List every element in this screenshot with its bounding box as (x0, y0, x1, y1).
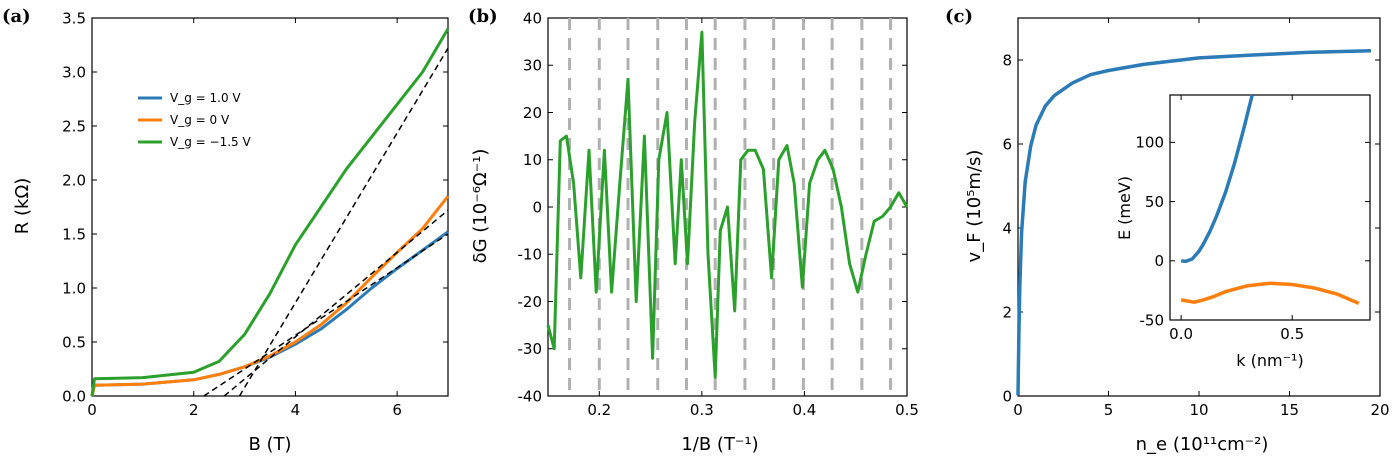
inset-curves (1180, 95, 1360, 306)
panel-c-inset: 0.0 0.5 -50 0 50 100 (1135, 94, 1371, 343)
panel-a-fit-line (203, 233, 449, 397)
panel-a: (a) 0 2 4 6 0.0 0.5 1.0 1.5 2.0 2.5 3.0 3.5 B (T) R… (2, 6, 450, 455)
inset-ytick-label: 50 (1145, 193, 1164, 211)
panel-c-ytick-label: 4 (1002, 219, 1012, 237)
panel-b-ytick-label: 30 (523, 57, 542, 75)
panel-a-ytick-label: 0.5 (62, 333, 86, 351)
panel-a-ytick-label: 1.5 (62, 225, 86, 243)
panel-a-series-orange (90, 195, 450, 397)
panel-a-frame (91, 17, 449, 397)
inset-ylabel: E (meV) (1115, 176, 1134, 240)
panel-a-xtick-label: 6 (392, 401, 402, 419)
panel-a-plot: 0 2 4 6 0.0 0.5 1.0 1.5 2.0 2.5 3.0 3.5 (62, 9, 450, 419)
panel-a-xtick-label: 2 (189, 401, 199, 419)
inset-ytick-label: 100 (1135, 134, 1164, 152)
panel-b-ytick-label: 0 (532, 198, 542, 216)
panel-c-ytick-label: 6 (1002, 135, 1012, 153)
panel-c: (c) 0 5 10 15 20 0 2 4 6 8 n_e (10¹¹cm⁻²) v_F (10… (945, 6, 1390, 455)
inset-ytick-label: -50 (1140, 311, 1165, 329)
panel-a-ytick-label: 1.0 (62, 279, 86, 297)
panel-b-ytick-label: -40 (518, 387, 543, 405)
panel-c-xtick-label: 15 (1280, 401, 1299, 419)
panel-c-series-blue (1016, 49, 1372, 396)
panel-a-series-green (90, 28, 450, 397)
panel-c-ytick-label: 2 (1002, 303, 1012, 321)
inset-frame (1169, 94, 1371, 321)
panel-b-xlabel: 1/B (T⁻¹) (681, 434, 758, 455)
panel-b: (b) 0.2 0.3 0.4 0.5 -40 -30 -20 -10 0 10 20 30 40 1/… (468, 6, 919, 455)
panel-a-xtick-label: 0 (87, 401, 97, 419)
panel-b-ytick-label: -30 (518, 340, 543, 358)
panel-a-ytick-label: 2.0 (62, 171, 86, 189)
panel-a-ytick-label: 3.0 (62, 63, 86, 81)
panel-a-ylabel: R (kΩ) (12, 178, 33, 234)
legend-label-vg-1: V_g = 1.0 V (170, 91, 241, 105)
legend-label-vg-neg: V_g = −1.5 V (170, 135, 251, 149)
inset-xtick-label: 0.5 (1280, 325, 1304, 343)
panel-a-legend: V_g = 1.0 V V_g = 0 V V_g = −1.5 V (138, 91, 251, 149)
panel-b-ytick-label: 40 (523, 9, 542, 27)
panel-c-ytick-label: 8 (1002, 51, 1012, 69)
panel-a-xtick-label: 4 (291, 401, 301, 419)
panel-c-xtick-label: 5 (1104, 401, 1114, 419)
inset-xtick-label: 0.0 (1169, 325, 1193, 343)
panel-b-xtick-label: 0.4 (792, 401, 816, 419)
panel-b-series-green (546, 30, 909, 379)
panel-c-xlabel: n_e (10¹¹cm⁻²) (1136, 434, 1269, 455)
panel-c-label: (c) (945, 6, 973, 27)
panel-b-ytick-label: -10 (518, 246, 543, 264)
panel-b-ytick-label: 10 (523, 151, 542, 169)
inset-background (1170, 95, 1370, 320)
inset-xlabel: k (nm⁻¹) (1236, 351, 1303, 370)
panel-b-ylabel: δG (10⁻⁶Ω⁻¹) (470, 149, 491, 264)
panel-b-plot: 0.2 0.3 0.4 0.5 -40 -30 -20 -10 0 10 20 30 40 (518, 9, 919, 419)
inset-series-orange (1180, 281, 1360, 306)
panel-a-ytick-label: 3.5 (62, 9, 86, 27)
legend-label-vg-0: V_g = 0 V (170, 113, 230, 127)
panel-b-xtick-label: 0.3 (690, 401, 714, 419)
panel-c-xtick-label: 0 (1013, 401, 1023, 419)
panel-b-ytick-label: 20 (523, 104, 542, 122)
panel-a-xlabel: B (T) (248, 434, 291, 455)
panel-b-ytick-label: -20 (518, 293, 543, 311)
panel-a-fit-line (238, 47, 449, 397)
panel-a-fit-line (223, 209, 449, 397)
panel-c-ytick-label: 0 (1002, 387, 1012, 405)
panel-a-label: (a) (2, 6, 31, 27)
panel-c-ylabel: v_F (10⁵m/s) (964, 150, 985, 263)
inset-series-blue (1180, 95, 1254, 264)
panel-b-xtick-label: 0.5 (895, 401, 919, 419)
panel-a-ytick-label: 0.0 (62, 387, 86, 405)
panel-b-xtick-label: 0.2 (587, 401, 611, 419)
panel-a-ytick-label: 2.5 (62, 117, 86, 135)
panel-c-plot: 0 5 10 15 20 0 2 4 6 8 (1002, 17, 1390, 419)
inset-ytick-label: 0 (1154, 252, 1164, 270)
panel-b-label: (b) (468, 6, 498, 27)
panel-c-xtick-label: 10 (1189, 401, 1208, 419)
panel-c-xtick-label: 20 (1370, 401, 1389, 419)
